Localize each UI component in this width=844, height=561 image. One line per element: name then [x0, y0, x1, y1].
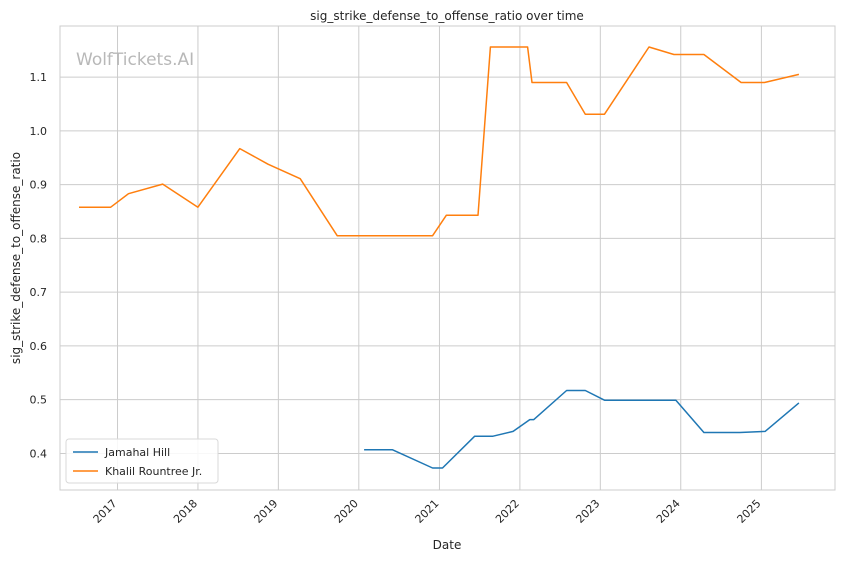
y-tick-label: 0.8: [30, 232, 48, 245]
legend-box: [65, 438, 219, 484]
watermark: WolfTickets.AI: [76, 50, 194, 70]
y-tick-label: 0.5: [30, 394, 48, 407]
y-tick-label: 1.0: [30, 125, 48, 138]
legend: Jamahal Hill Khalil Rountree Jr.: [65, 438, 219, 484]
y-tick-label: 1.1: [30, 71, 48, 84]
x-axis-label: Date: [433, 538, 462, 552]
y-tick-label: 0.7: [30, 286, 48, 299]
y-axis-ticks: 0.4 0.5 0.6 0.7 0.8 0.9 1.0 1.1: [30, 71, 48, 460]
series-lines: [79, 46, 800, 469]
y-tick-label: 0.9: [30, 179, 48, 192]
series-line-jamahal-hill: [364, 389, 800, 469]
legend-label-jamahal-hill: Jamahal Hill: [104, 446, 170, 459]
plot-frame: [59, 25, 836, 491]
legend-label-khalil-rountree: Khalil Rountree Jr.: [105, 465, 202, 478]
chart-title: sig_strike_defense_to_offense_ratio over…: [310, 9, 584, 23]
series-line-khalil-rountree-jr: [79, 46, 800, 237]
y-tick-label: 0.6: [30, 340, 48, 353]
y-tick-label: 0.4: [30, 447, 48, 460]
y-axis-label: sig_strike_defense_to_offense_ratio: [9, 152, 23, 364]
grid: [60, 26, 835, 490]
